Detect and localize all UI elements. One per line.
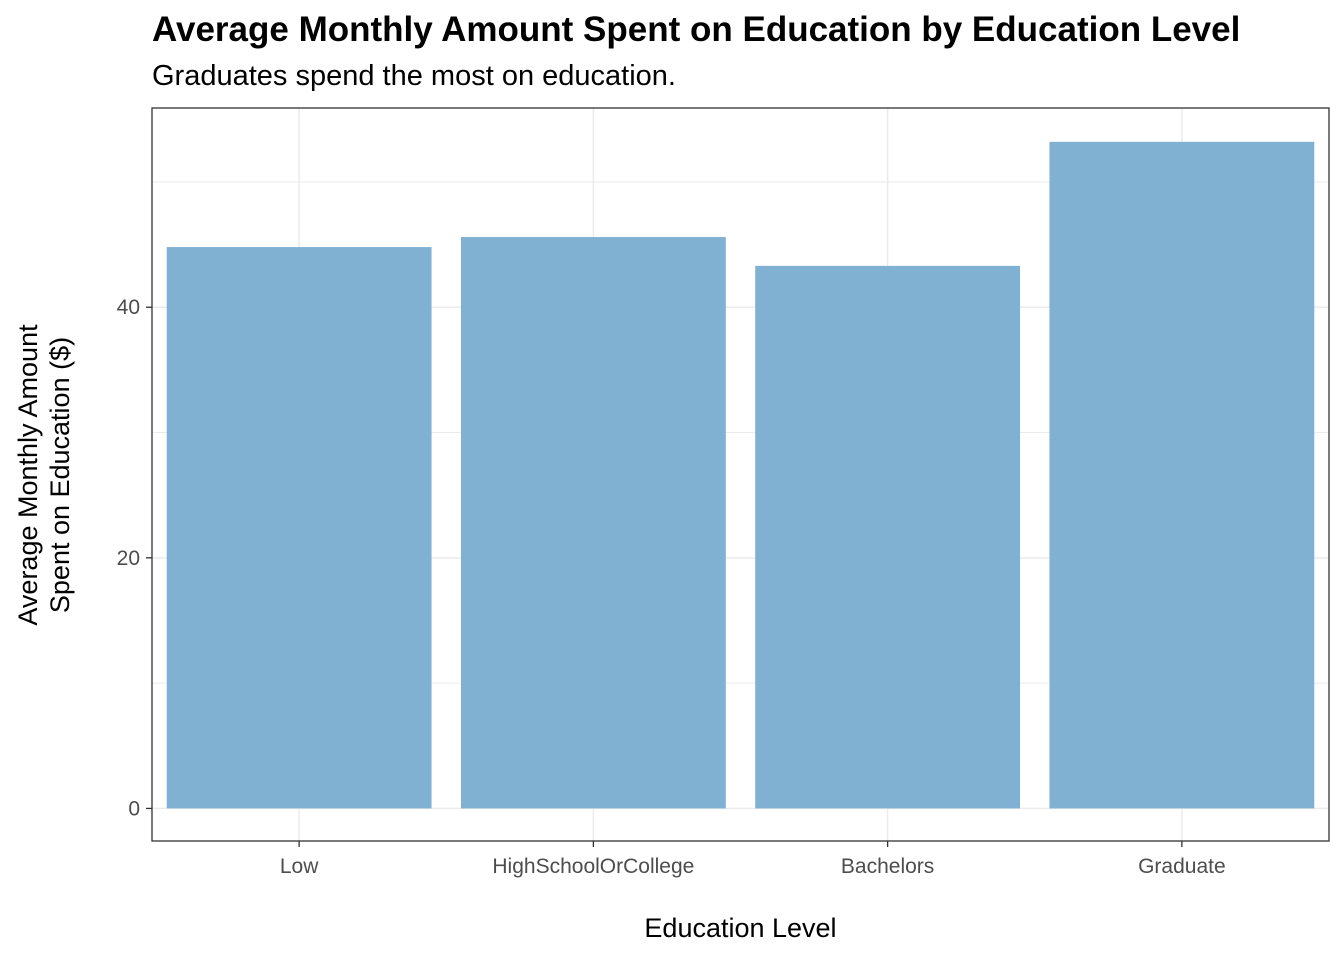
x-tick-label: HighSchoolOrCollege bbox=[492, 855, 694, 878]
x-tick-label: Bachelors bbox=[841, 855, 934, 878]
y-tick-label: 20 bbox=[117, 547, 140, 570]
x-axis-label: Education Level bbox=[644, 913, 837, 943]
x-tick-label: Graduate bbox=[1138, 855, 1226, 878]
plot-panel-border bbox=[151, 107, 1330, 842]
chart-subtitle: Graduates spend the most on education. bbox=[152, 60, 676, 92]
bar-Bachelors bbox=[755, 265, 1021, 809]
bar-Graduate bbox=[1049, 141, 1315, 809]
bar-Low bbox=[166, 247, 432, 809]
x-tick-label: Low bbox=[280, 855, 319, 878]
chart-title: Average Monthly Amount Spent on Educatio… bbox=[152, 10, 1241, 49]
y-tick-label: 0 bbox=[128, 797, 140, 820]
bar-HighSchoolOrCollege bbox=[460, 237, 726, 809]
y-tick-label: 40 bbox=[117, 296, 140, 319]
